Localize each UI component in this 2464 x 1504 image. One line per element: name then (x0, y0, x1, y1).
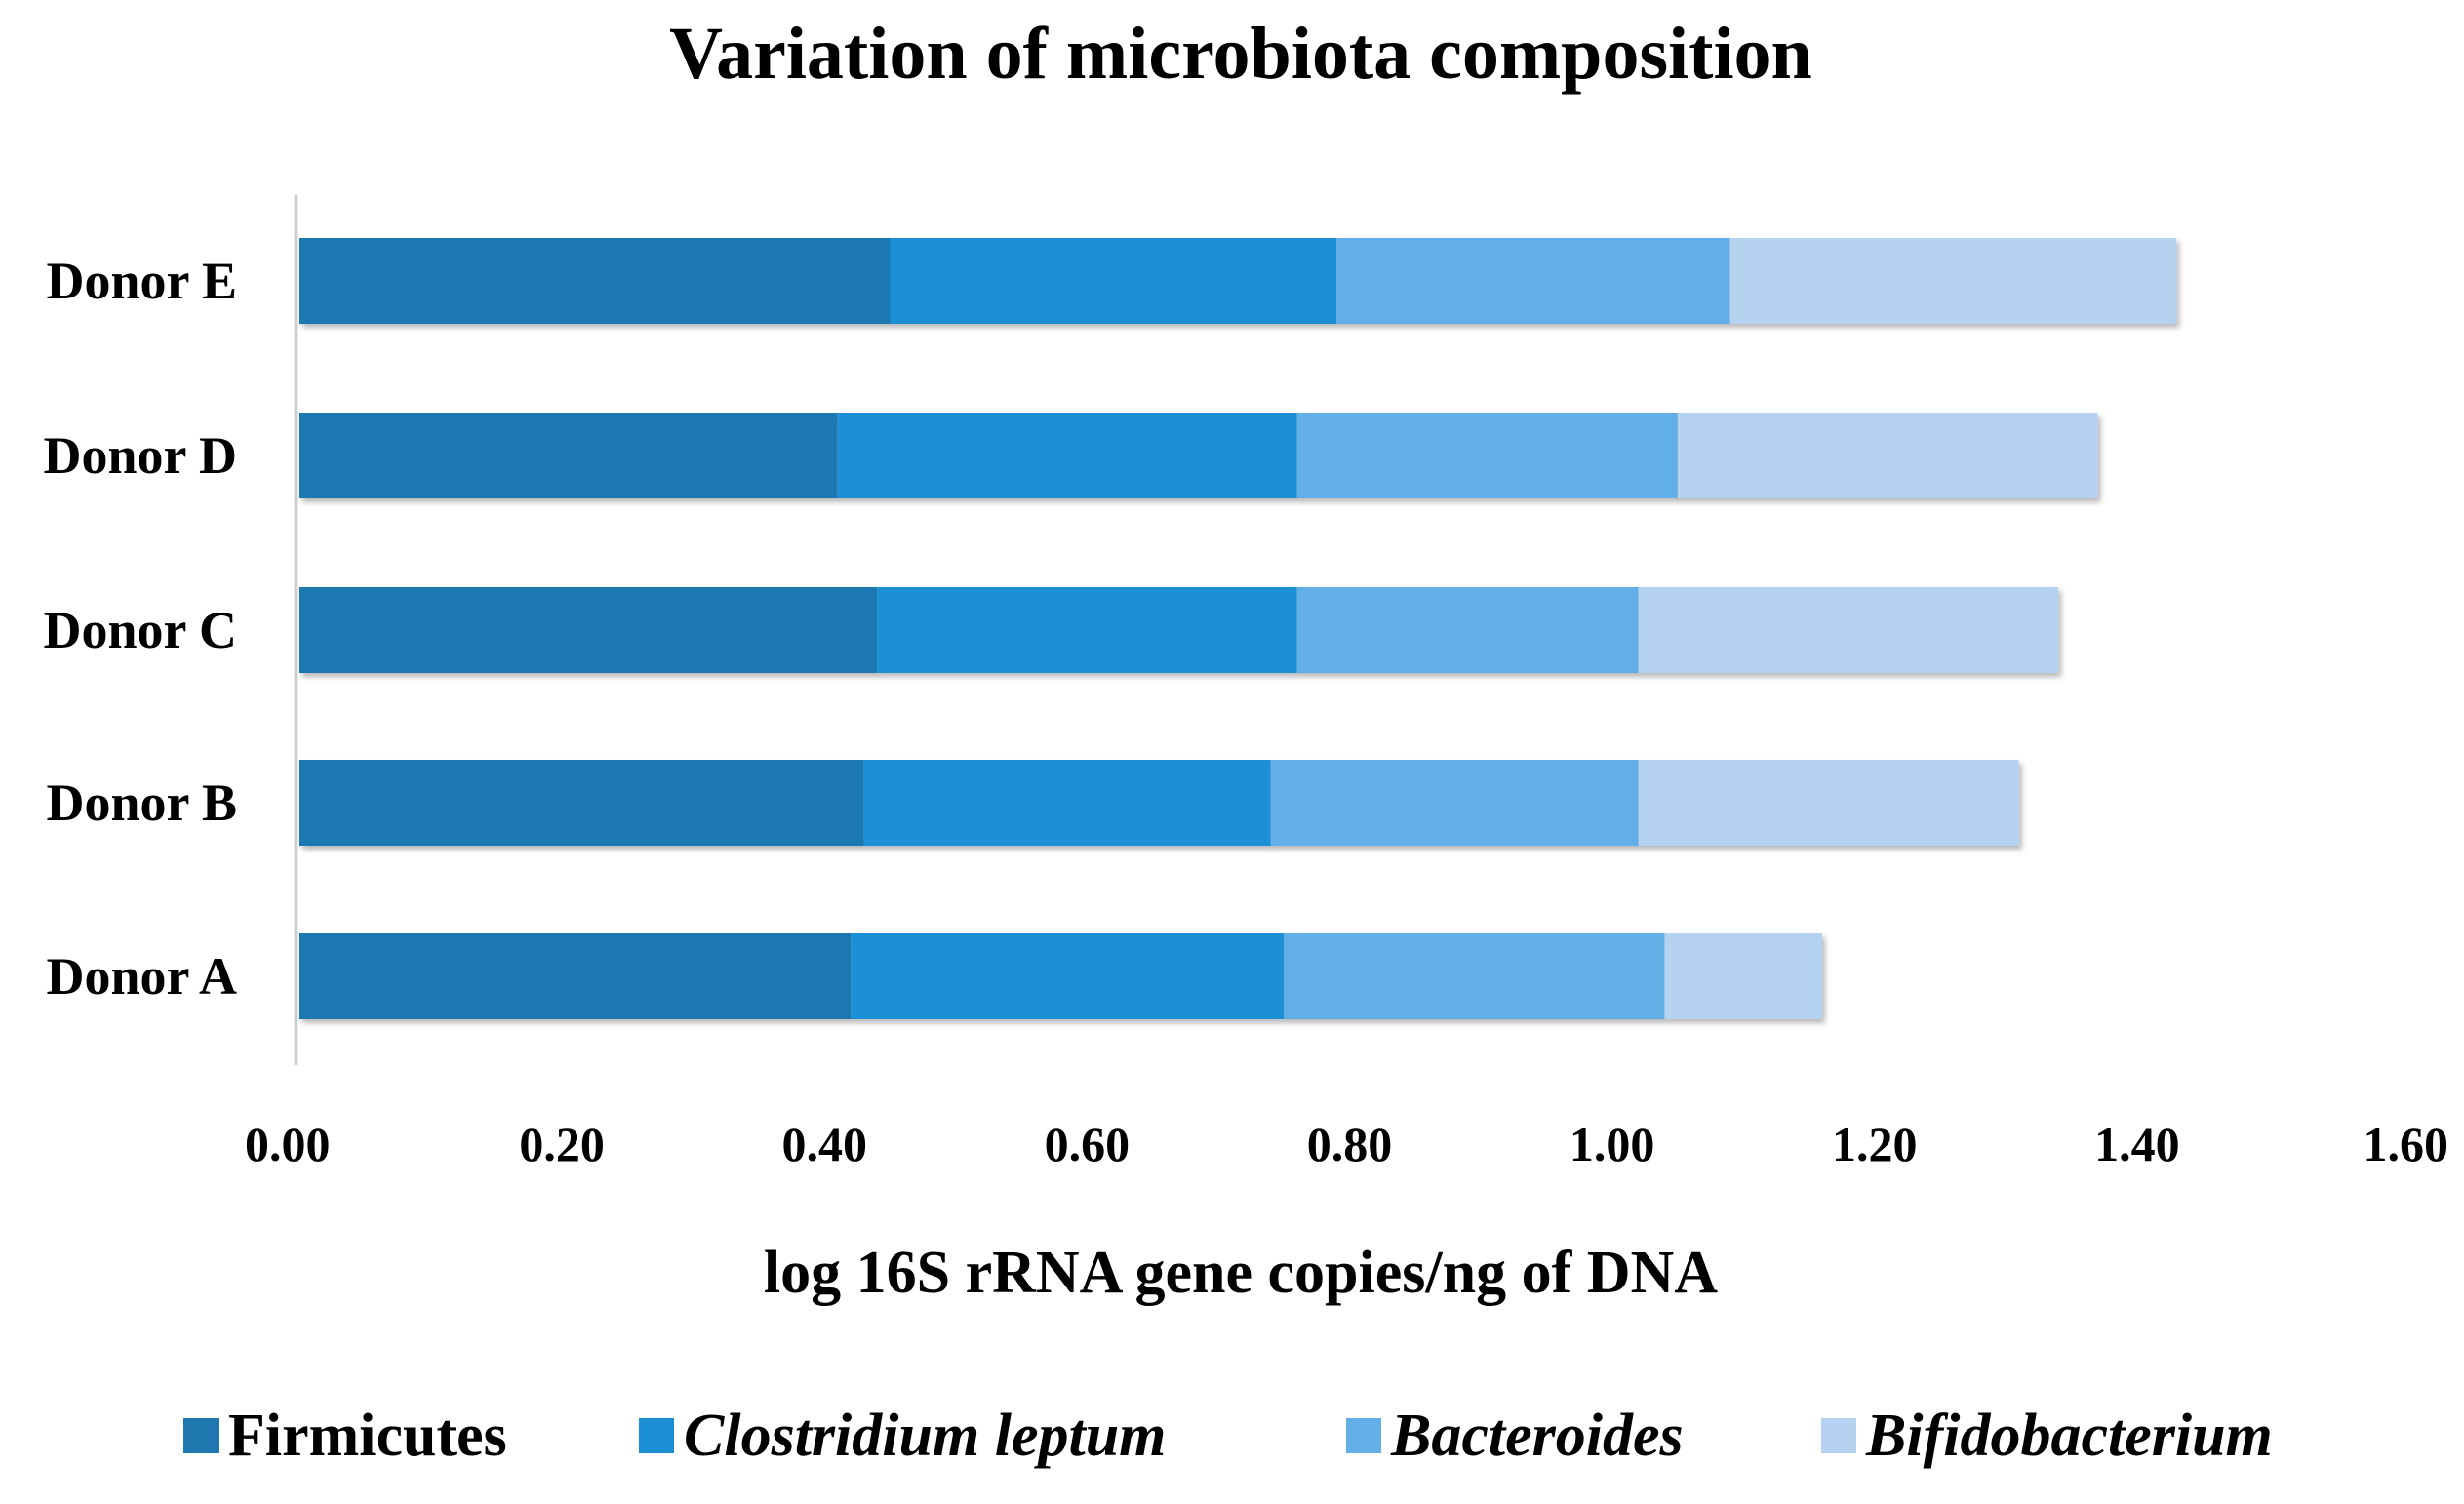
category-label-donor-b: Donor B (46, 773, 237, 832)
bar-donor-d-clostridium-leptum (837, 413, 1297, 498)
bar-donor-d-bifidobacterium (1677, 413, 2098, 498)
bar-donor-a-bacteroides (1284, 933, 1665, 1019)
legend-label-firmicutes: Firmicutes (228, 1403, 507, 1469)
x-tick-label-4: 0.80 (1307, 1117, 1393, 1171)
legend-label-bacteroides: Bacteroides (1390, 1403, 1684, 1469)
bar-donor-e-clostridium-leptum (890, 238, 1336, 324)
category-labels: Donor A Donor B Donor C Donor D Donor E (43, 252, 237, 1006)
legend-label-clostridium-leptum: Clostridium leptum (684, 1403, 1166, 1469)
legend-item-clostridium-leptum: Clostridium leptum (639, 1403, 1166, 1469)
bar-row-donor-b (299, 760, 2019, 846)
bar-donor-a-bifidobacterium (1664, 933, 1822, 1019)
x-tick-label-2: 0.40 (782, 1117, 868, 1171)
legend-item-bacteroides: Bacteroides (1346, 1403, 1684, 1469)
bar-donor-b-bifidobacterium (1638, 760, 2019, 846)
bar-donor-e-firmicutes (299, 238, 891, 324)
x-axis-title: log 16S rRNA gene copies/ng of DNA (764, 1240, 1718, 1306)
bar-row-donor-d (299, 413, 2098, 498)
x-tick-labels: 0.00 0.20 0.40 0.60 0.80 1.00 1.20 1.40 1.60 (245, 1117, 2448, 1171)
category-label-donor-a: Donor A (46, 947, 237, 1006)
legend: Firmicutes Clostridium leptum Bacteroides B… (183, 1403, 2273, 1469)
bar-donor-a-clostridium-leptum (851, 933, 1285, 1019)
category-label-donor-e: Donor E (46, 252, 237, 310)
bar-donor-b-firmicutes (299, 760, 864, 846)
bar-donor-e-bifidobacterium (1729, 238, 2177, 324)
chart-title: Variation of microbiota composition (669, 13, 1812, 95)
bars-group (299, 238, 2177, 1019)
bar-row-donor-e (299, 238, 2177, 324)
x-tick-label-6: 1.20 (1832, 1117, 1918, 1171)
bar-donor-a-firmicutes (299, 933, 852, 1019)
legend-label-bifidobacterium: Bifidobacterium (1865, 1403, 2273, 1469)
x-tick-label-8: 1.60 (2364, 1117, 2449, 1171)
legend-item-firmicutes: Firmicutes (183, 1403, 507, 1469)
legend-swatch-firmicutes (183, 1418, 219, 1453)
legend-swatch-bacteroides (1346, 1418, 1381, 1453)
bar-donor-d-bacteroides (1296, 413, 1678, 498)
bar-donor-c-clostridium-leptum (877, 587, 1297, 673)
bar-row-donor-c (299, 587, 2059, 673)
bar-donor-b-clostridium-leptum (863, 760, 1271, 846)
bar-donor-c-firmicutes (299, 587, 878, 673)
category-label-donor-d: Donor D (43, 426, 237, 485)
bar-donor-b-bacteroides (1270, 760, 1639, 846)
category-label-donor-c: Donor C (43, 601, 237, 659)
bar-donor-c-bacteroides (1296, 587, 1639, 673)
x-tick-label-0: 0.00 (245, 1117, 331, 1171)
legend-item-bifidobacterium: Bifidobacterium (1821, 1403, 2273, 1469)
bar-row-donor-a (299, 933, 1822, 1019)
legend-swatch-clostridium-leptum (639, 1418, 674, 1453)
x-tick-label-5: 1.00 (1570, 1117, 1655, 1171)
x-tick-label-3: 0.60 (1045, 1117, 1131, 1171)
bar-donor-c-bifidobacterium (1638, 587, 2059, 673)
x-tick-label-7: 1.40 (2094, 1117, 2180, 1171)
x-tick-label-1: 0.20 (519, 1117, 605, 1171)
bar-donor-e-bacteroides (1336, 238, 1730, 324)
legend-swatch-bifidobacterium (1821, 1418, 1856, 1453)
bar-donor-d-firmicutes (299, 413, 838, 498)
